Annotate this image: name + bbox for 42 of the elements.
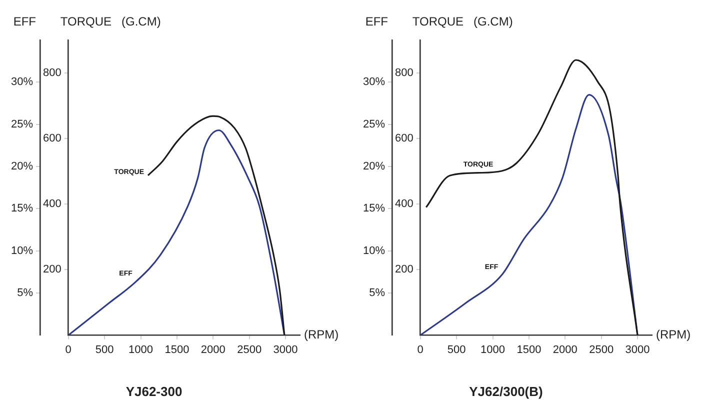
y2-tick-label: 10% bbox=[10, 244, 34, 257]
x-tick-label: 2500 bbox=[237, 344, 262, 356]
y-axis-title: TORQUE (G.CM) bbox=[60, 14, 161, 28]
x-tick-label: 1000 bbox=[128, 344, 153, 356]
y2-axis-title: EFF bbox=[365, 14, 388, 28]
x-tick-label: 1500 bbox=[164, 344, 190, 356]
x-tick-label: 1000 bbox=[480, 344, 505, 356]
y-tick-label: 200 bbox=[395, 264, 414, 276]
text: YJ62/300(B) bbox=[469, 384, 543, 399]
y-tick-label: 400 bbox=[43, 198, 62, 210]
x-tick-label: 1500 bbox=[516, 344, 542, 356]
x-tick-label: 0 bbox=[417, 344, 424, 356]
y-tick-label: 600 bbox=[395, 132, 414, 144]
y2-tick-label: 30% bbox=[362, 76, 386, 88]
y2-tick-label: 5% bbox=[369, 287, 386, 300]
text: YJ62-300 bbox=[126, 384, 182, 399]
y-axis-title: TORQUE (G.CM) bbox=[412, 14, 513, 28]
y2-tick-label: 20% bbox=[10, 160, 34, 173]
x-tick-label: 0 bbox=[65, 344, 72, 356]
y2-tick-label: 15% bbox=[10, 202, 34, 215]
x-tick-label: 500 bbox=[95, 344, 114, 356]
x-tick-label: 500 bbox=[447, 344, 466, 356]
x-axis-title: (RPM) bbox=[656, 328, 691, 342]
x-tick-label: 3000 bbox=[625, 344, 650, 356]
y2-tick-label: 5% bbox=[17, 287, 34, 300]
y2-tick-label: 20% bbox=[362, 160, 386, 173]
y-tick-label: 400 bbox=[395, 198, 414, 210]
x-tick-label: 3000 bbox=[273, 344, 298, 356]
y2-axis-title: EFF bbox=[13, 14, 36, 28]
y2-tick-label: 10% bbox=[362, 244, 386, 257]
x-axis-title: (RPM) bbox=[304, 328, 339, 342]
y-tick-label: 200 bbox=[43, 264, 62, 276]
x-tick-label: 2000 bbox=[200, 344, 226, 356]
y-tick-label: 800 bbox=[43, 66, 62, 79]
x-tick-label: 2500 bbox=[589, 344, 614, 356]
y-tick-label: 600 bbox=[43, 132, 62, 144]
y2-tick-label: 30% bbox=[10, 76, 34, 88]
x-tick-label: 2000 bbox=[552, 344, 578, 356]
y2-tick-label: 15% bbox=[362, 202, 386, 215]
y-tick-label: 800 bbox=[395, 66, 414, 79]
y2-tick-label: 25% bbox=[10, 118, 34, 130]
y2-tick-label: 25% bbox=[362, 118, 386, 130]
